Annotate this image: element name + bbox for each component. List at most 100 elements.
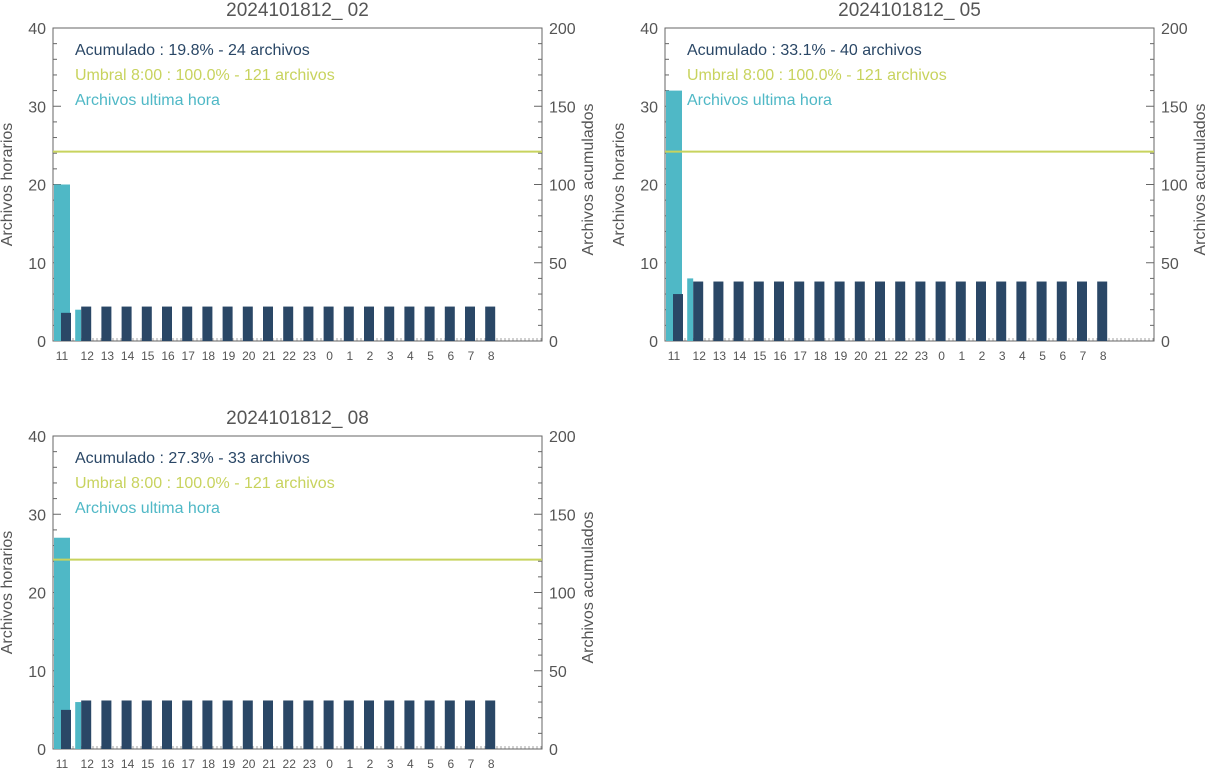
left-tick-label: 40 xyxy=(28,21,46,38)
x-tick-label: 4 xyxy=(407,349,414,363)
right-tick-label: 100 xyxy=(549,586,576,603)
cumulative-bar xyxy=(384,306,395,341)
cumulative-bar xyxy=(343,700,354,749)
chart-title: 2024101812_ 05 xyxy=(838,0,981,21)
hourly-bar xyxy=(687,278,694,341)
x-tick-label: 3 xyxy=(387,349,394,363)
x-tick-label: 7 xyxy=(1080,349,1087,363)
x-tick-label: 14 xyxy=(121,349,135,363)
x-tick-label: 7 xyxy=(468,757,475,771)
legend-umbral: Umbral 8:00 : 100.0% - 121 archivos xyxy=(75,67,335,84)
right-tick-label: 200 xyxy=(549,429,576,446)
x-tick-label: 13 xyxy=(101,349,115,363)
chart-title: 2024101812_ 08 xyxy=(226,408,369,429)
x-tick-label: 19 xyxy=(834,349,848,363)
cumulative-bar xyxy=(444,700,455,749)
x-tick-label: 2 xyxy=(979,349,986,363)
cumulative-bar xyxy=(162,306,172,341)
x-tick-label: 20 xyxy=(854,349,868,363)
cumulative-bar xyxy=(814,281,825,341)
cumulative-bar xyxy=(303,700,314,749)
x-tick-label: 11 xyxy=(668,349,681,363)
x-tick-label: 4 xyxy=(407,757,414,771)
cumulative-bar xyxy=(364,700,374,749)
x-tick-label: 21 xyxy=(874,349,888,363)
x-tick-label: 19 xyxy=(222,349,236,363)
cumulative-bar xyxy=(364,306,374,341)
left-tick-label: 20 xyxy=(28,178,46,195)
right-tick-label: 0 xyxy=(1161,334,1170,351)
cumulative-bar xyxy=(1036,281,1047,341)
cumulative-bar xyxy=(182,700,193,749)
x-tick-label: 17 xyxy=(182,349,196,363)
right-tick-label: 150 xyxy=(549,99,576,116)
cumulative-bar xyxy=(774,281,784,341)
cumulative-bar xyxy=(895,281,906,341)
cumulative-bar xyxy=(121,700,132,749)
right-tick-label: 0 xyxy=(549,334,558,351)
cumulative-bar xyxy=(713,281,724,341)
cumulative-bar xyxy=(915,281,926,341)
left-axis-label: Archivos horarios xyxy=(0,531,16,655)
left-tick-label: 0 xyxy=(37,334,46,351)
x-tick-label: 11 xyxy=(56,757,69,771)
chart-panel: 2024101812_ 08010203040050100150200Archi… xyxy=(0,408,597,771)
cumulative-bar xyxy=(101,700,112,749)
right-tick-label: 50 xyxy=(1161,256,1179,273)
cumulative-bar xyxy=(242,306,253,341)
left-tick-label: 0 xyxy=(649,334,658,351)
cumulative-bar xyxy=(81,700,92,749)
cumulative-bar xyxy=(121,306,132,341)
x-tick-label: 0 xyxy=(326,349,333,363)
cumulative-bar xyxy=(263,306,273,341)
cumulative-bar xyxy=(1056,281,1067,341)
x-tick-label: 3 xyxy=(999,349,1006,363)
x-tick-label: 2 xyxy=(367,757,374,771)
x-tick-label: 15 xyxy=(753,349,767,363)
x-tick-label: 7 xyxy=(468,349,475,363)
cumulative-bar xyxy=(162,700,172,749)
left-tick-label: 10 xyxy=(28,664,46,681)
cumulative-bar xyxy=(693,281,704,341)
legend-umbral: Umbral 8:00 : 100.0% - 121 archivos xyxy=(687,67,947,84)
x-tick-label: 17 xyxy=(794,349,808,363)
cumulative-bar xyxy=(101,306,112,341)
hourly-bar xyxy=(54,537,70,749)
cumulative-bar xyxy=(955,281,966,341)
cumulative-bar xyxy=(283,700,294,749)
x-tick-label: 2 xyxy=(367,349,374,363)
x-tick-label: 16 xyxy=(161,349,175,363)
x-tick-label: 8 xyxy=(1100,349,1107,363)
right-tick-label: 0 xyxy=(549,742,558,759)
x-tick-label: 15 xyxy=(141,349,155,363)
right-tick-label: 150 xyxy=(549,507,576,524)
cumulative-bar xyxy=(794,281,805,341)
x-tick-label: 23 xyxy=(303,757,317,771)
x-tick-label: 12 xyxy=(81,757,95,771)
legend-ultima-hora: Archivos ultima hora xyxy=(75,92,220,109)
cumulative-bar xyxy=(404,700,415,749)
left-tick-label: 20 xyxy=(640,178,658,195)
cumulative-bar xyxy=(444,306,455,341)
cumulative-bar xyxy=(61,709,71,749)
cumulative-bar xyxy=(242,700,253,749)
x-tick-label: 5 xyxy=(427,349,434,363)
x-tick-label: 20 xyxy=(242,349,256,363)
chart-panel: 2024101812_ 05010203040050100150200Archi… xyxy=(611,0,1206,363)
chart-title: 2024101812_ 02 xyxy=(226,0,369,21)
x-tick-label: 13 xyxy=(101,757,115,771)
cumulative-bar xyxy=(343,306,354,341)
hourly-bar xyxy=(75,309,82,341)
x-tick-label: 5 xyxy=(1039,349,1046,363)
x-tick-label: 0 xyxy=(938,349,945,363)
legend-ultima-hora: Archivos ultima hora xyxy=(687,92,832,109)
x-tick-label: 12 xyxy=(693,349,707,363)
cumulative-bar xyxy=(465,700,475,749)
left-axis-label: Archivos horarios xyxy=(611,123,628,247)
cumulative-bar xyxy=(733,281,744,341)
left-tick-label: 0 xyxy=(37,742,46,759)
x-tick-label: 18 xyxy=(814,349,828,363)
x-tick-label: 5 xyxy=(427,757,434,771)
x-tick-label: 1 xyxy=(346,349,353,363)
